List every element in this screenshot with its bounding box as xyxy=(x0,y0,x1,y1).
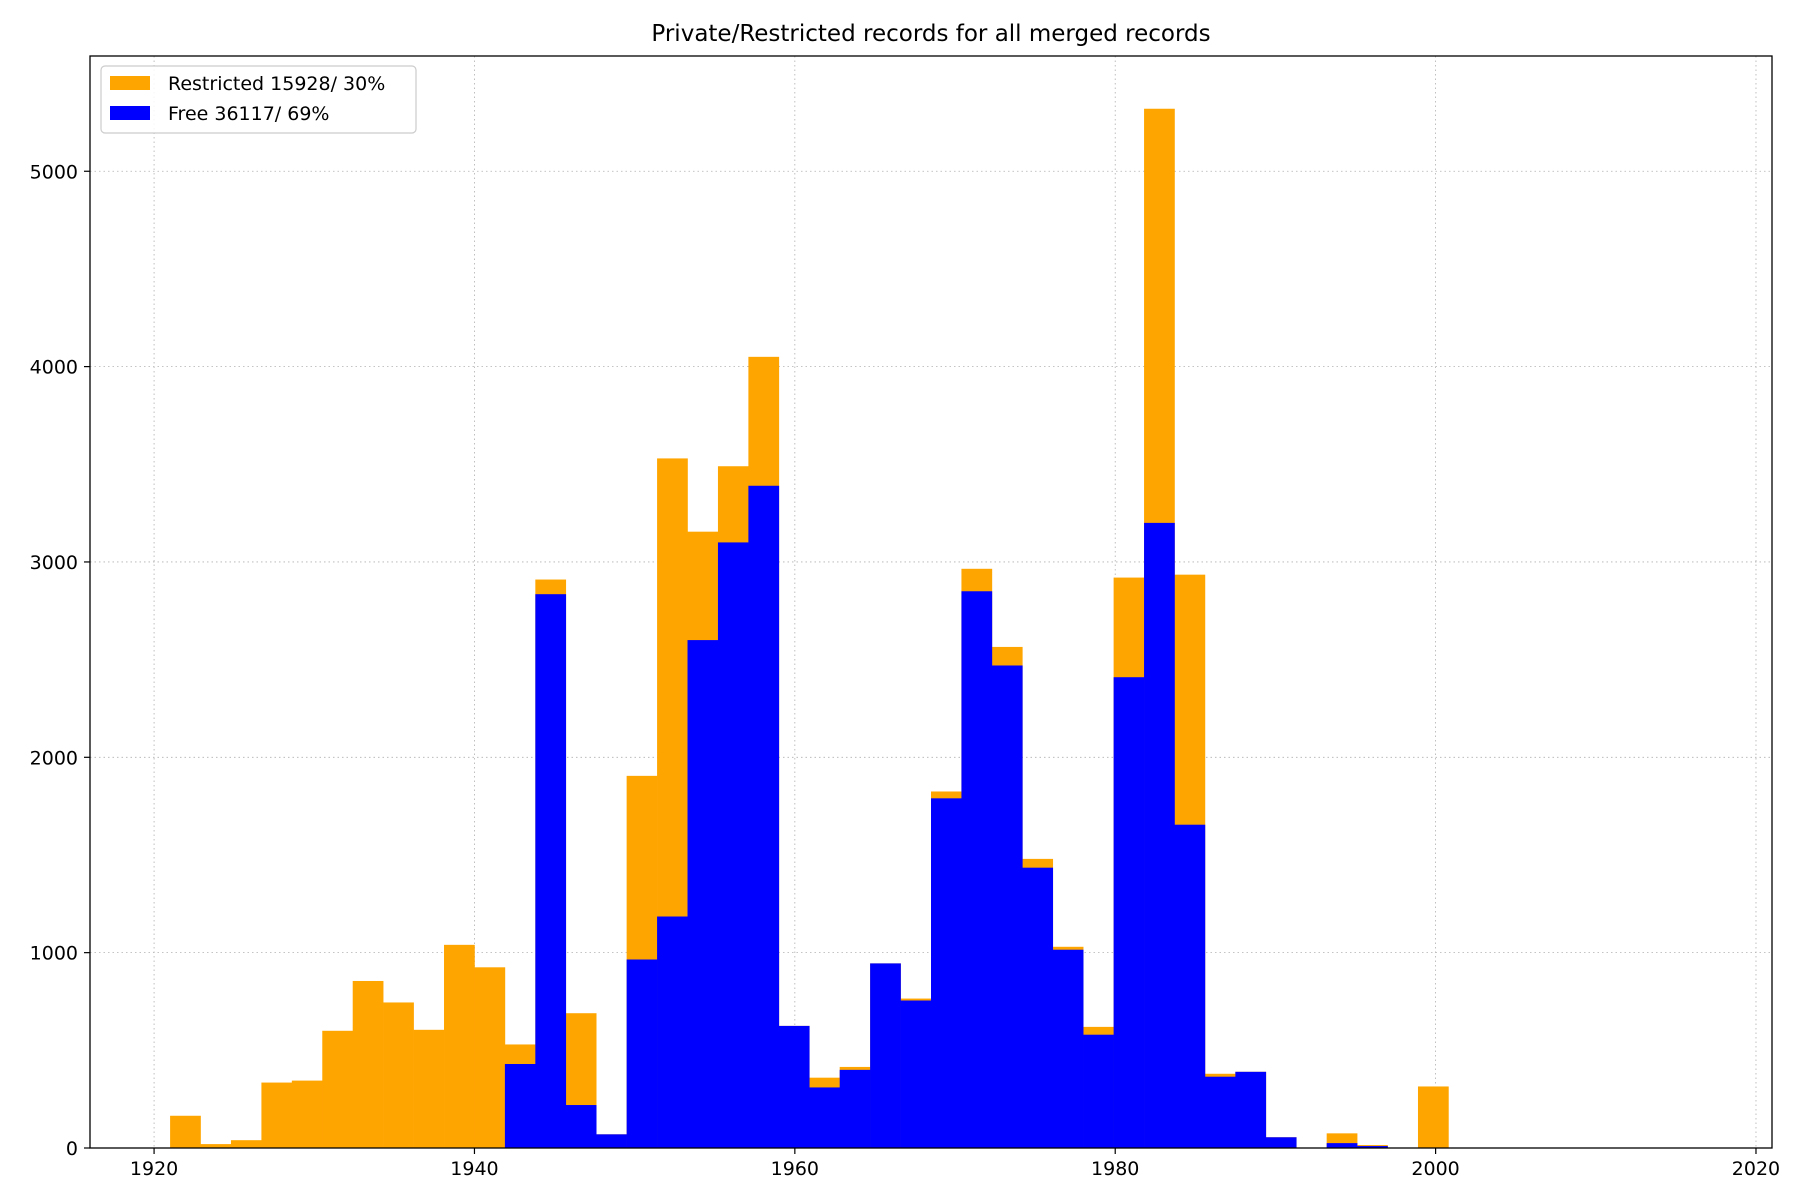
bar-restricted xyxy=(383,1002,414,1148)
x-tick-label: 1920 xyxy=(130,1158,178,1180)
bar-restricted xyxy=(474,967,506,1148)
bar-restricted xyxy=(413,1029,445,1148)
x-tick-label: 1940 xyxy=(450,1158,498,1180)
bar-free xyxy=(1265,1137,1297,1148)
bar-restricted xyxy=(170,1115,201,1148)
bar-free xyxy=(1326,1143,1358,1148)
bar-free xyxy=(870,963,901,1148)
y-tick-label: 2000 xyxy=(30,747,78,769)
bar-restricted xyxy=(230,1140,262,1148)
bar-free xyxy=(1357,1146,1388,1148)
bar-free xyxy=(961,591,993,1148)
bar-free xyxy=(809,1087,840,1148)
bar-free xyxy=(596,1134,627,1148)
legend: Restricted 15928/ 30% Free 36117/ 69% xyxy=(100,65,417,134)
bar-free xyxy=(991,665,1023,1148)
legend-swatch-restricted xyxy=(110,76,150,90)
y-tick-label: 1000 xyxy=(30,943,78,965)
x-tick-label: 2000 xyxy=(1411,1158,1459,1180)
x-tick-label: 2020 xyxy=(1732,1158,1780,1180)
bar-free xyxy=(504,1064,536,1148)
bar-restricted xyxy=(291,1080,323,1148)
bars xyxy=(170,108,1449,1149)
y-tick-label: 0 xyxy=(66,1138,78,1160)
bar-free xyxy=(717,542,749,1148)
legend-label-restricted: Restricted 15928/ 30% xyxy=(168,73,385,95)
bar-free xyxy=(626,959,658,1148)
bar-free xyxy=(565,1105,597,1148)
bar-free xyxy=(1113,677,1145,1148)
bar-free xyxy=(1144,522,1175,1148)
legend-swatch-free xyxy=(110,106,150,120)
bar-free xyxy=(900,1000,932,1148)
bar-free xyxy=(1235,1071,1267,1148)
y-tick-label: 5000 xyxy=(30,161,78,183)
bar-restricted xyxy=(352,980,384,1148)
bar-restricted xyxy=(1417,1086,1449,1148)
bar-restricted xyxy=(261,1082,293,1148)
axis-ticks: 1920 1940 1960 1980 2000 2020 0 1000 2000 3000 400… xyxy=(30,161,1781,1180)
bar-free xyxy=(1083,1034,1114,1148)
bar-free xyxy=(778,1025,810,1148)
bar-restricted xyxy=(200,1144,232,1148)
y-tick-label: 4000 xyxy=(30,357,78,379)
bar-free xyxy=(657,916,688,1148)
bar-restricted xyxy=(444,944,475,1148)
y-tick-label: 3000 xyxy=(30,552,78,574)
plot-frame xyxy=(89,55,1773,1149)
bar-free xyxy=(1204,1076,1236,1148)
bar-free xyxy=(748,485,780,1148)
bar-free xyxy=(839,1069,871,1148)
bar-free xyxy=(1174,824,1206,1148)
bar-free xyxy=(687,640,719,1148)
chart-title: Private/Restricted records for all merge… xyxy=(651,21,1210,47)
legend-box xyxy=(100,65,417,134)
bar-restricted xyxy=(322,1030,354,1148)
bar-free xyxy=(535,594,567,1148)
legend-label-free: Free 36117/ 69% xyxy=(168,103,329,125)
bar-free xyxy=(1052,949,1084,1148)
bar-free xyxy=(931,798,962,1148)
x-tick-label: 1980 xyxy=(1091,1158,1139,1180)
bar-free xyxy=(1022,867,1054,1148)
x-tick-label: 1960 xyxy=(771,1158,819,1180)
